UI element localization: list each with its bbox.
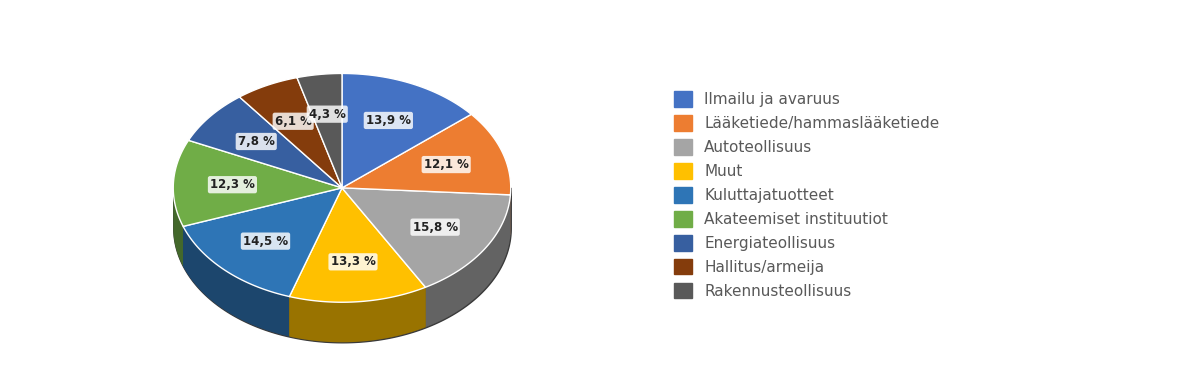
Polygon shape: [298, 73, 342, 188]
Polygon shape: [426, 195, 510, 327]
Text: 6,1 %: 6,1 %: [275, 115, 312, 128]
Polygon shape: [184, 188, 342, 266]
Polygon shape: [173, 140, 342, 227]
Polygon shape: [289, 188, 426, 302]
Text: 15,8 %: 15,8 %: [413, 221, 457, 234]
Polygon shape: [188, 97, 342, 188]
Text: 7,8 %: 7,8 %: [238, 135, 275, 148]
Text: 14,5 %: 14,5 %: [242, 235, 288, 248]
Polygon shape: [342, 188, 510, 235]
Legend: Ilmailu ja avaruus, Lääketiede/hammaslääketiede, Autoteollisuus, Muut, Kuluttaja: Ilmailu ja avaruus, Lääketiede/hammaslää…: [673, 91, 940, 299]
Polygon shape: [184, 227, 289, 337]
Polygon shape: [342, 188, 510, 235]
Polygon shape: [342, 188, 510, 287]
Text: 13,9 %: 13,9 %: [366, 114, 410, 127]
Text: 13,3 %: 13,3 %: [330, 255, 376, 268]
Polygon shape: [173, 186, 184, 266]
Polygon shape: [289, 188, 342, 337]
Text: 4,3 %: 4,3 %: [308, 108, 346, 121]
Text: 12,1 %: 12,1 %: [424, 158, 469, 171]
Polygon shape: [184, 188, 342, 296]
Polygon shape: [289, 287, 426, 342]
Text: 12,3 %: 12,3 %: [210, 178, 254, 191]
Polygon shape: [289, 188, 342, 337]
Polygon shape: [240, 78, 342, 188]
Polygon shape: [342, 73, 472, 188]
Polygon shape: [342, 114, 511, 195]
Polygon shape: [342, 188, 426, 327]
Polygon shape: [184, 188, 342, 266]
Polygon shape: [342, 188, 426, 327]
